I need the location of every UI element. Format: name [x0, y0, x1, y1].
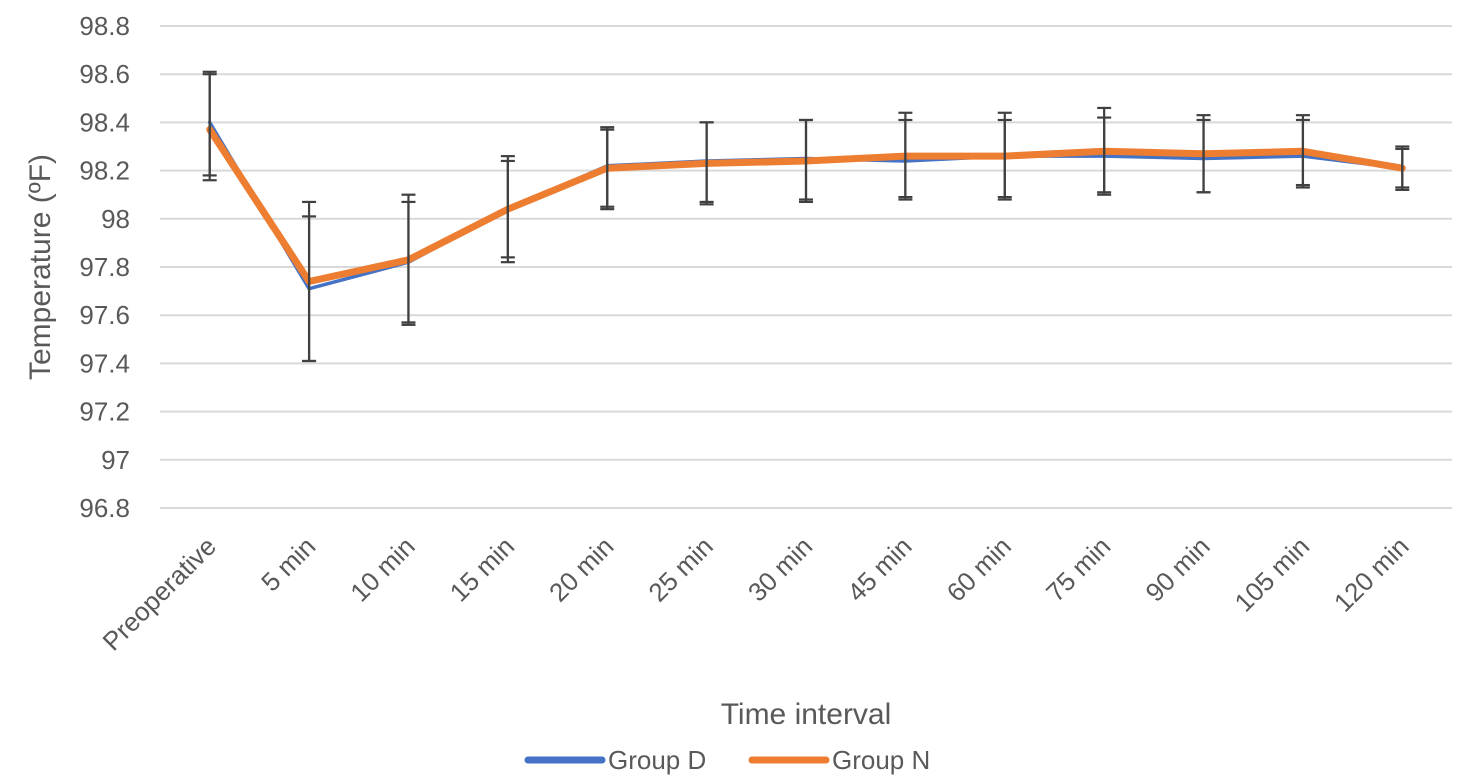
error-bars — [202, 70, 1410, 363]
y-tick-label: 98.4 — [79, 107, 130, 137]
x-tick-label: 30 min — [742, 531, 818, 607]
y-axis-ticks: 96.8 97 97.2 97.4 97.6 97.8 98 98.2 98.4 98.6 98.8 — [79, 11, 130, 523]
x-tick-label: 5 min — [255, 531, 321, 597]
x-axis-title: Time interval — [721, 698, 892, 731]
y-tick-label: 96.8 — [79, 493, 130, 523]
x-tick-label: Preoperative — [96, 531, 221, 656]
x-tick-label: 25 min — [642, 531, 718, 607]
legend-label: Group D — [608, 745, 706, 775]
y-tick-label: 98 — [101, 204, 130, 234]
x-tick-label: 45 min — [841, 531, 917, 607]
x-tick-label: 75 min — [1040, 531, 1116, 607]
y-tick-label: 97.6 — [79, 300, 130, 330]
legend: Group D Group N — [524, 745, 930, 775]
x-tick-label: 105 min — [1229, 531, 1316, 618]
y-tick-label: 97 — [101, 445, 130, 475]
x-tick-label: 10 min — [344, 531, 420, 607]
y-tick-label: 97.8 — [79, 252, 130, 282]
y-axis-title: Temperature (ºF) — [24, 154, 57, 380]
y-tick-label: 97.2 — [79, 397, 130, 427]
y-tick-label: 98.6 — [79, 59, 130, 89]
x-axis-ticks: Preoperative 5 min 10 min 15 min 20 min 25 mi… — [96, 531, 1414, 656]
y-tick-label: 97.4 — [79, 348, 130, 378]
x-tick-label: 15 min — [444, 531, 520, 607]
grid-lines — [160, 25, 1452, 509]
legend-label: Group N — [832, 745, 930, 775]
y-tick-label: 98.8 — [79, 11, 130, 41]
x-tick-label: 60 min — [941, 531, 1017, 607]
x-tick-label: 20 min — [543, 531, 619, 607]
x-tick-label: 120 min — [1328, 531, 1415, 618]
x-tick-label: 90 min — [1139, 531, 1215, 607]
y-tick-label: 98.2 — [79, 156, 130, 186]
